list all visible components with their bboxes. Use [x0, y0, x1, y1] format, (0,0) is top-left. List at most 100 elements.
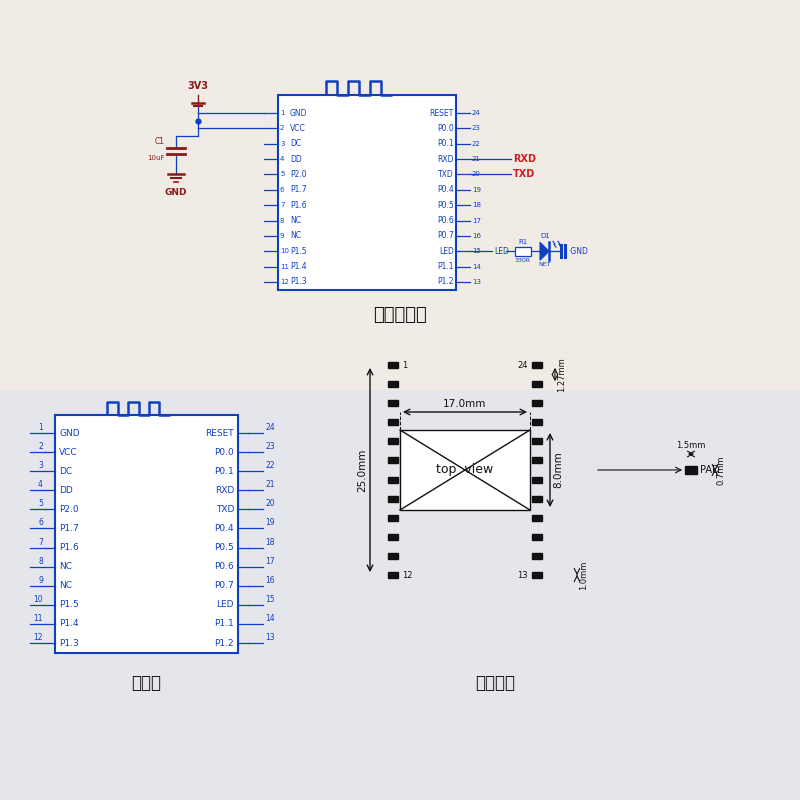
Text: 1: 1 — [280, 110, 285, 116]
Text: 16: 16 — [265, 576, 274, 585]
Text: TXD: TXD — [438, 170, 454, 179]
Text: P0.7: P0.7 — [438, 231, 454, 241]
Bar — [685, 466, 697, 474]
Text: 1.27mm: 1.27mm — [557, 357, 566, 392]
Text: 9: 9 — [280, 233, 285, 239]
Text: P0.1: P0.1 — [214, 466, 234, 476]
Text: VCC: VCC — [59, 447, 78, 457]
Text: P1.6: P1.6 — [59, 543, 78, 552]
Text: DD: DD — [290, 154, 302, 163]
Text: 16: 16 — [472, 233, 481, 239]
Text: 24: 24 — [472, 110, 481, 116]
Bar — [388, 438, 398, 444]
Text: P1.3: P1.3 — [290, 278, 306, 286]
Text: 18: 18 — [265, 538, 274, 546]
Text: NET: NET — [538, 262, 551, 267]
Text: NC: NC — [59, 562, 72, 571]
Text: RESET: RESET — [430, 109, 454, 118]
Text: 1.0mm: 1.0mm — [579, 560, 588, 590]
Bar — [532, 458, 542, 463]
Bar — [388, 534, 398, 540]
Text: 1.5mm: 1.5mm — [676, 441, 706, 450]
Text: 0.7mm: 0.7mm — [717, 455, 726, 485]
Bar — [532, 496, 542, 502]
Text: P2.0: P2.0 — [290, 170, 306, 179]
Polygon shape — [540, 242, 549, 260]
Bar — [278, 95, 456, 290]
Bar — [532, 553, 542, 559]
Bar — [388, 400, 398, 406]
Text: 2: 2 — [280, 126, 284, 131]
Text: P1.2: P1.2 — [214, 638, 234, 647]
Text: LED: LED — [494, 246, 509, 256]
Text: P0.0: P0.0 — [438, 124, 454, 133]
Bar — [388, 381, 398, 387]
Bar — [388, 477, 398, 482]
Text: 8: 8 — [280, 218, 285, 223]
Text: 12: 12 — [34, 633, 43, 642]
Text: 7: 7 — [38, 538, 43, 546]
Text: P1.1: P1.1 — [214, 619, 234, 629]
Text: 8: 8 — [38, 557, 43, 566]
Bar — [55, 415, 238, 653]
Bar — [388, 419, 398, 426]
Text: NC: NC — [59, 582, 72, 590]
Text: 3: 3 — [280, 141, 285, 146]
Text: 1: 1 — [38, 423, 43, 432]
Text: 17: 17 — [472, 218, 481, 223]
Text: VCC: VCC — [290, 124, 306, 133]
Bar — [532, 419, 542, 426]
Bar — [388, 458, 398, 463]
Bar — [388, 572, 398, 578]
Text: 23: 23 — [472, 126, 481, 131]
Text: P0.4: P0.4 — [214, 524, 234, 533]
Text: P0.6: P0.6 — [214, 562, 234, 571]
Text: DC: DC — [59, 466, 72, 476]
Text: P1.7: P1.7 — [290, 186, 306, 194]
Text: 25.0mm: 25.0mm — [357, 448, 367, 492]
Bar — [0, 390, 800, 800]
Text: 15: 15 — [265, 595, 274, 604]
Text: 13: 13 — [518, 570, 528, 579]
Text: 12: 12 — [280, 279, 289, 285]
Text: 8.0mm: 8.0mm — [553, 452, 563, 488]
Text: PAD: PAD — [700, 465, 720, 475]
Text: P1.2: P1.2 — [438, 278, 454, 286]
Text: 20: 20 — [472, 171, 481, 178]
Text: 推荐封装: 推荐封装 — [475, 674, 515, 692]
Text: 6: 6 — [38, 518, 43, 527]
Text: GND: GND — [290, 109, 307, 118]
Text: 21: 21 — [265, 480, 274, 490]
Text: 4: 4 — [280, 156, 284, 162]
Text: P1.4: P1.4 — [59, 619, 78, 629]
Text: R1: R1 — [518, 238, 528, 245]
Text: RXD: RXD — [438, 154, 454, 163]
Bar — [532, 362, 542, 368]
Text: TXD: TXD — [513, 170, 535, 179]
Text: P1.5: P1.5 — [59, 600, 78, 610]
Text: 21: 21 — [472, 156, 481, 162]
Text: P0.6: P0.6 — [438, 216, 454, 225]
Text: 24: 24 — [265, 423, 274, 432]
Bar — [532, 534, 542, 540]
Text: P0.7: P0.7 — [214, 582, 234, 590]
Text: 3: 3 — [38, 461, 43, 470]
Bar — [388, 553, 398, 559]
Text: 14: 14 — [265, 614, 274, 623]
Text: P1.5: P1.5 — [290, 246, 306, 256]
Text: 10: 10 — [34, 595, 43, 604]
Bar — [388, 514, 398, 521]
Text: P1.6: P1.6 — [290, 201, 306, 210]
Text: P2.0: P2.0 — [59, 505, 78, 514]
Text: 最小系统图: 最小系统图 — [373, 306, 427, 324]
Text: LED: LED — [217, 600, 234, 610]
Text: P0.0: P0.0 — [214, 447, 234, 457]
Text: 20: 20 — [265, 499, 274, 508]
Text: 22: 22 — [265, 461, 274, 470]
Text: P1.1: P1.1 — [438, 262, 454, 271]
Bar — [532, 572, 542, 578]
Text: 4: 4 — [38, 480, 43, 490]
Bar — [400, 430, 530, 510]
Bar — [388, 496, 398, 502]
Text: P1.7: P1.7 — [59, 524, 78, 533]
